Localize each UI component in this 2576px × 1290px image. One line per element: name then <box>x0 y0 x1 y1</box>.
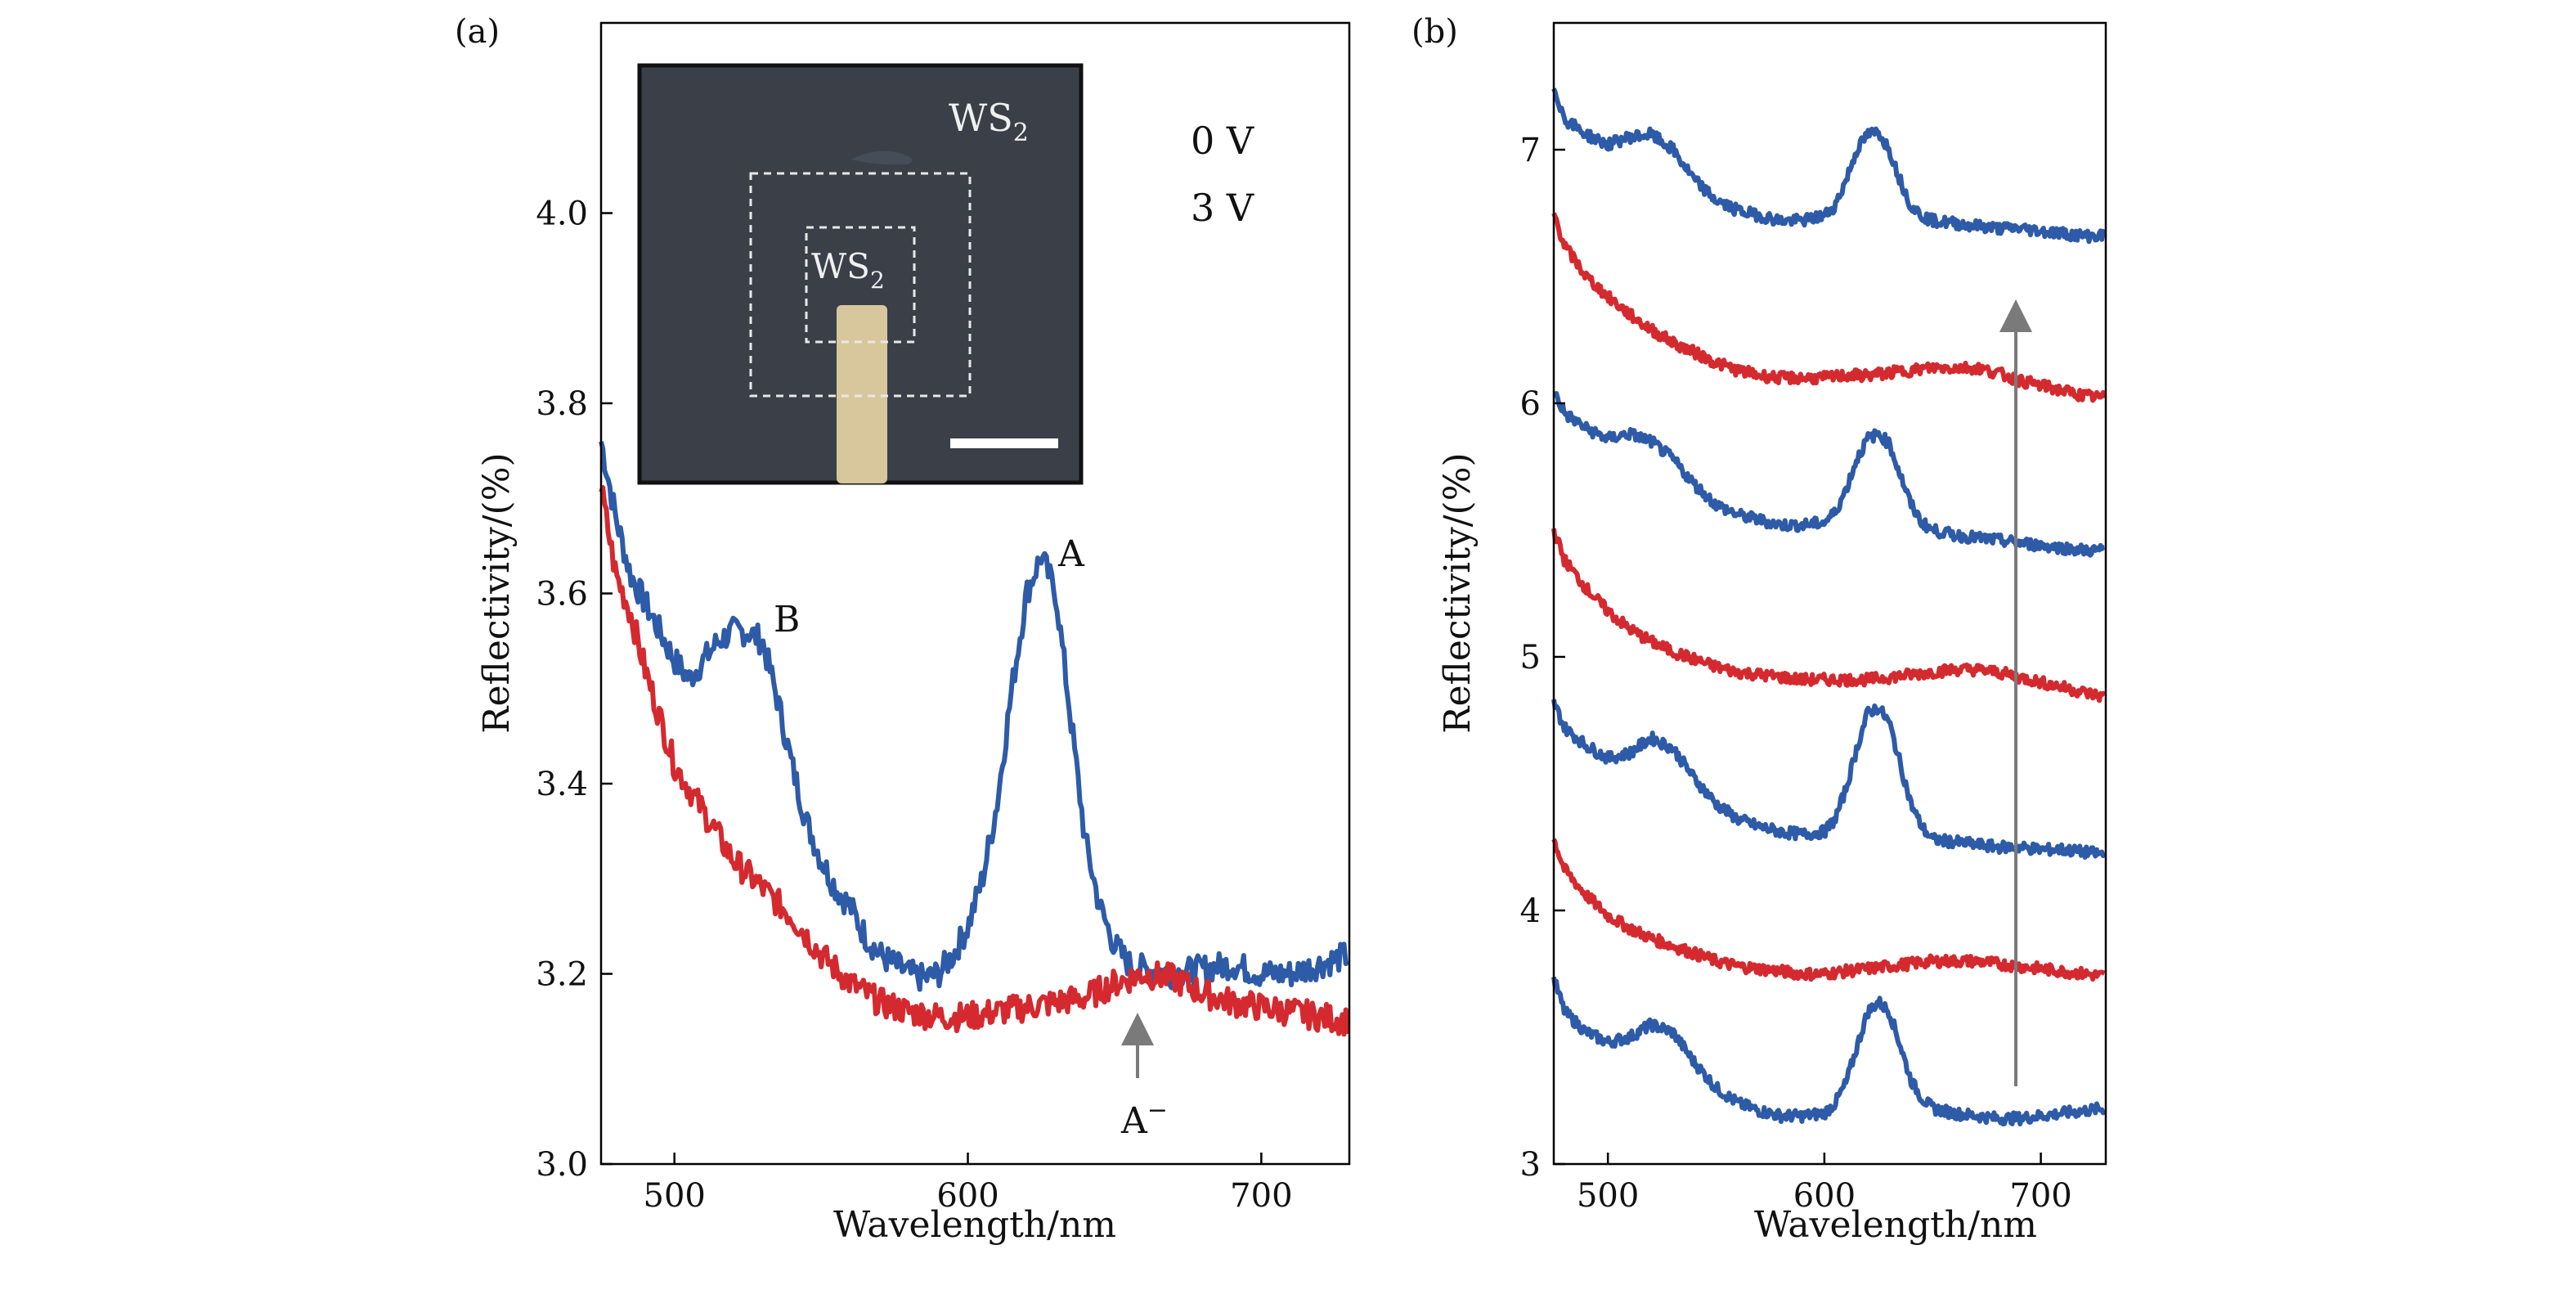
panel-b-label: (b) <box>1411 13 1458 51</box>
y-tick-label: 5 <box>1520 639 1541 676</box>
y-tick-label: 4.0 <box>536 196 588 233</box>
panel-b: (b) 3 4 5 6 7 500 600 700 Wavelength/nm Reflec… <box>1411 13 2107 1246</box>
x-tick-label: 500 <box>644 1177 706 1215</box>
panel-b-y-ticks: 3 4 5 6 7 <box>1520 132 1565 1184</box>
series-line-blue-0 <box>1551 976 2107 1126</box>
panel-b-x-axis-label: Wavelength/nm <box>1754 1204 2037 1246</box>
series-line-red-1 <box>1551 838 2106 982</box>
y-tick-label: 7 <box>1520 132 1541 169</box>
inset-flake-edge <box>850 151 913 165</box>
x-tick-label: 700 <box>1230 1177 1292 1215</box>
inset-outer-label: WS2 <box>949 96 1029 147</box>
inset-scale-bar <box>950 438 1058 448</box>
y-tick-label: 4 <box>1520 892 1541 930</box>
inset-micrograph: WS2 WS2 <box>637 63 1084 485</box>
peak-label-b: B <box>774 599 800 641</box>
inset-electrode <box>837 305 887 483</box>
series-line-red-5 <box>1551 212 2107 403</box>
y-tick-label: 3.2 <box>536 956 588 994</box>
panel-b-y-axis-label: Reflectivity/(%) <box>1437 452 1479 733</box>
panel-a-series-group <box>599 441 1350 1037</box>
y-tick-label: 3.8 <box>536 385 588 423</box>
y-tick-label: 6 <box>1520 385 1541 423</box>
y-tick-label: 3.0 <box>536 1146 588 1184</box>
panel-a-y-axis-label: Reflectivity/(%) <box>476 452 518 733</box>
panel-b-x-ticks: 500 600 700 <box>1577 1153 2072 1215</box>
legend-entry-0v: 0 V <box>1191 119 1254 163</box>
panel-a-label: (a) <box>455 13 500 51</box>
panel-a: (a) 3.0 3.2 3.4 3.6 3.8 4.0 500 600 700 Wavelen… <box>455 13 1351 1246</box>
series-line-blue-4 <box>1552 391 2106 558</box>
panel-a-x-ticks: 500 600 700 <box>644 1153 1293 1215</box>
series-line-blue-6 <box>1551 88 2107 245</box>
x-tick-label: 700 <box>2009 1177 2071 1215</box>
legend-entry-3v: 3 V <box>1191 186 1254 230</box>
x-tick-label: 600 <box>936 1177 999 1215</box>
series-line-blue-2 <box>1551 699 2107 860</box>
trion-label: A− <box>1120 1096 1168 1142</box>
panel-b-series-group <box>1551 88 2107 1126</box>
series-line-0v <box>599 441 1350 992</box>
series-line-red-3 <box>1551 528 2107 703</box>
x-tick-label: 500 <box>1577 1177 1639 1215</box>
series-line-3v <box>599 485 1350 1037</box>
x-tick-label: 600 <box>1793 1177 1856 1215</box>
y-tick-label: 3 <box>1520 1146 1541 1184</box>
y-tick-label: 3.6 <box>536 576 588 614</box>
inset-outer-dashed-box <box>749 172 972 398</box>
peak-label-a: A <box>1057 533 1085 575</box>
panel-b-frame <box>1552 21 2107 1166</box>
inset-inner-label: WS2 <box>811 246 885 294</box>
panel-a-y-ticks: 3.0 3.2 3.4 3.6 3.8 4.0 <box>536 196 613 1184</box>
y-tick-label: 3.4 <box>536 766 588 803</box>
panel-a-x-axis-label: Wavelength/nm <box>833 1204 1116 1246</box>
inset-inner-dashed-box <box>805 226 916 344</box>
